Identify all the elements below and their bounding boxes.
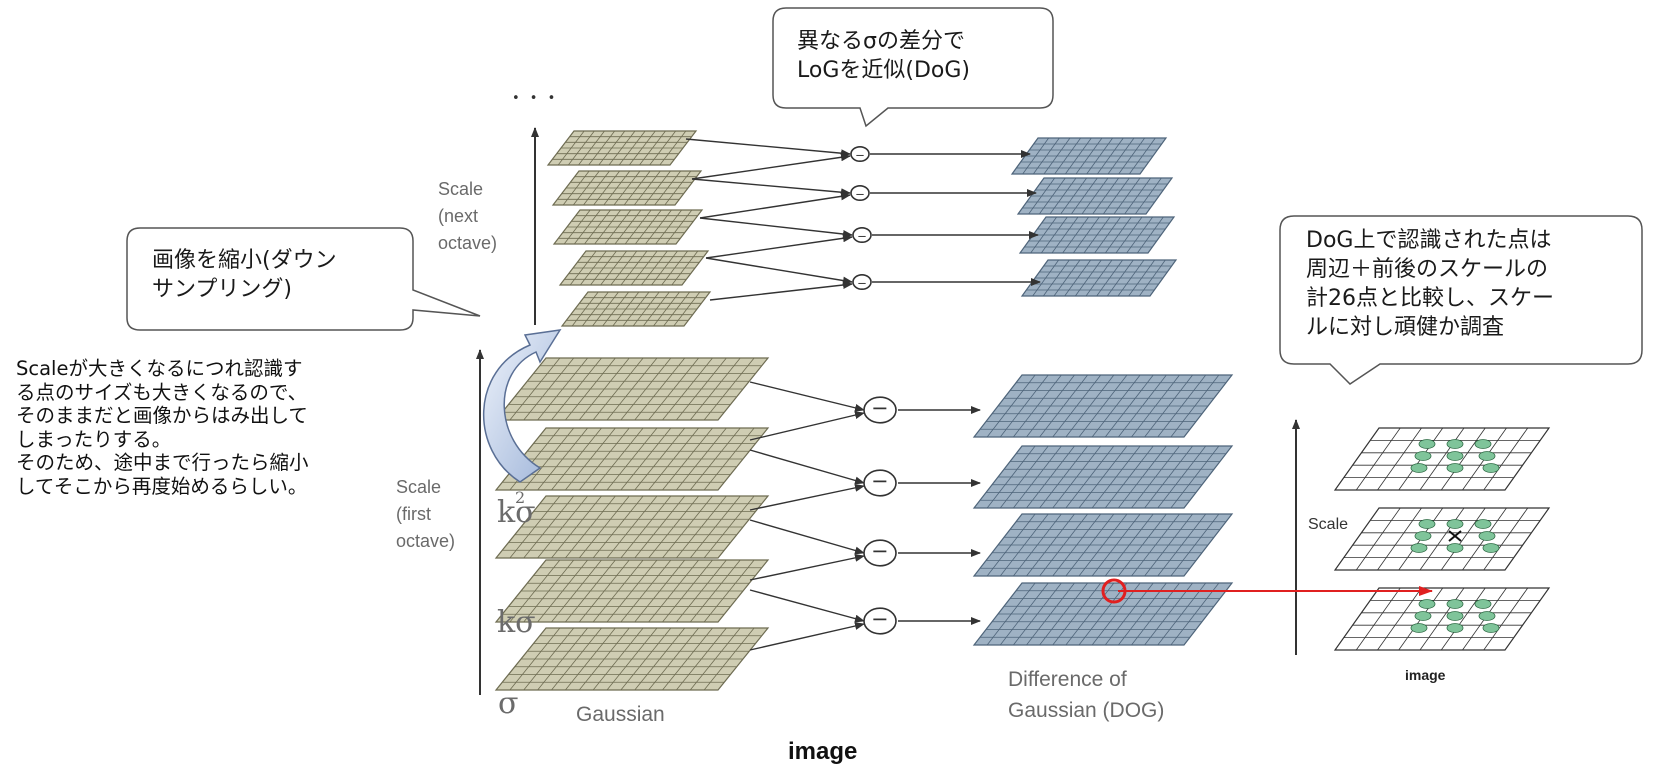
minus-circle-first-2: − bbox=[863, 469, 897, 497]
sigma-label: σ bbox=[498, 686, 519, 721]
gaussian-grid-first-2 bbox=[494, 427, 770, 491]
gaussian-grid-first-5 bbox=[494, 627, 770, 691]
gaussian-grid-first-3 bbox=[494, 495, 770, 559]
dog-grid-next-3 bbox=[1018, 216, 1176, 254]
callout-dog-text: 異なるσの差分で LoGを近似(DoG) bbox=[797, 29, 970, 83]
gaussian-stack-first-octave bbox=[494, 357, 770, 691]
dog-stack-next-octave bbox=[1010, 137, 1178, 297]
minus-circle-next-4: − bbox=[852, 273, 872, 290]
difference-arrows: − − − − − − − − bbox=[685, 138, 1041, 651]
gaussian-grid-next-3 bbox=[552, 209, 704, 245]
dog-grid-first-2 bbox=[972, 445, 1234, 509]
svg-text:−: − bbox=[871, 396, 888, 420]
minus-circle-next-2: − bbox=[850, 185, 870, 202]
svg-text:−: − bbox=[855, 148, 865, 162]
gaussian-grid-next-2 bbox=[551, 170, 703, 206]
dog-grid-first-4 bbox=[972, 582, 1234, 646]
gaussian-grid-first-1 bbox=[494, 357, 770, 421]
svg-text:−: − bbox=[871, 539, 888, 563]
dog-stack-first-octave bbox=[972, 374, 1234, 646]
gaussian-grid-next-1 bbox=[546, 130, 698, 166]
neighborhood-grid-1 bbox=[1333, 427, 1551, 491]
callout-keypoint-text: DoG上で認識された点は 周辺＋前後のスケールの 計26点と比較し、スケー ルに… bbox=[1306, 228, 1554, 340]
minus-circle-next-3: − bbox=[852, 227, 872, 244]
minus-circle-first-1: − bbox=[863, 396, 897, 424]
neighborhood-grid-3 bbox=[1333, 587, 1551, 651]
label-image-main: image bbox=[788, 738, 858, 765]
minus-circle-next-1: − bbox=[850, 146, 870, 163]
k2-sigma-label: kσ bbox=[497, 495, 536, 530]
k2-sigma-exponent: 2 bbox=[515, 488, 526, 507]
svg-text:−: − bbox=[857, 276, 867, 290]
dog-grid-next-4 bbox=[1020, 259, 1178, 297]
svg-text:−: − bbox=[855, 187, 865, 201]
svg-text:−: − bbox=[857, 229, 867, 243]
label-gaussian: Gaussian bbox=[576, 703, 665, 726]
gaussian-grid-first-4 bbox=[494, 559, 770, 623]
label-scale-right: Scale bbox=[1308, 516, 1349, 533]
label-dog: Difference of Gaussian (DOG) bbox=[1008, 668, 1165, 722]
minus-circle-first-4: − bbox=[863, 607, 897, 635]
svg-text:−: − bbox=[871, 469, 888, 493]
callout-keypoint-bubble bbox=[1279, 215, 1643, 385]
gaussian-grid-next-5 bbox=[560, 291, 712, 327]
neighborhood-grid-2 bbox=[1333, 507, 1551, 571]
dog-grid-first-1 bbox=[972, 374, 1234, 438]
keypoint-neighborhood-grids bbox=[1333, 427, 1551, 651]
gaussian-grid-next-4 bbox=[558, 250, 710, 286]
downsample-curve-arrow bbox=[482, 329, 562, 483]
neighborhood-blobs-1 bbox=[1410, 439, 1500, 473]
callout-dog-bubble bbox=[772, 7, 1054, 128]
minus-circle-first-3: − bbox=[863, 539, 897, 567]
svg-text:−: − bbox=[871, 607, 888, 631]
label-scale-first: Scale (first octave) bbox=[396, 477, 456, 551]
neighborhood-blobs-2 bbox=[1410, 519, 1500, 553]
neighborhood-blobs-3 bbox=[1410, 599, 1500, 633]
dog-grid-next-1 bbox=[1010, 137, 1168, 175]
dog-grid-first-3 bbox=[972, 513, 1234, 577]
k-sigma-label: kσ bbox=[497, 605, 536, 640]
label-image-small: image bbox=[1405, 667, 1446, 683]
callout-downsample-text: 画像を縮小(ダウン サンプリング) bbox=[152, 248, 337, 302]
label-scale-next: Scale (next octave) bbox=[438, 179, 498, 253]
gaussian-stack-next-octave bbox=[546, 130, 712, 327]
callout-downsample-bubble bbox=[126, 227, 481, 331]
dog-grid-next-2 bbox=[1016, 177, 1174, 215]
ellipsis: • • • bbox=[512, 91, 558, 106]
side-note: Scaleが大きくなるにつれ認識す る点のサイズも大きくなるので、 そのままだと… bbox=[16, 357, 309, 498]
